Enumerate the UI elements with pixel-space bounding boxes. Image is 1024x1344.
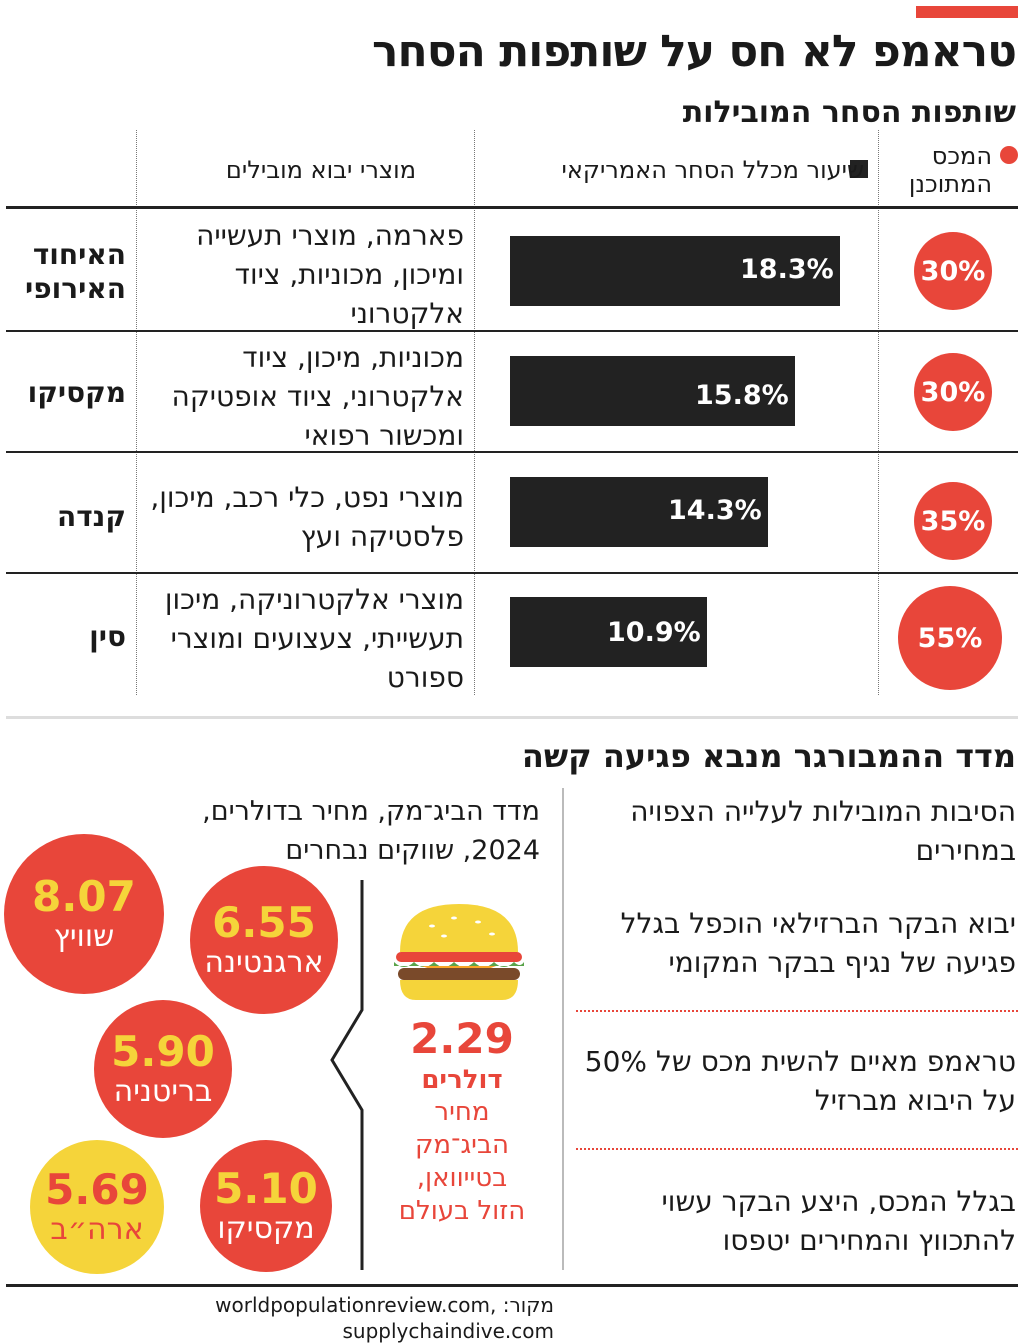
tariff-legend-dot [1000,146,1018,164]
footer-rule [6,1284,1018,1287]
bubble-value: 5.69 [45,1165,149,1214]
bubble-name: בריטניה [113,1074,213,1109]
bubble-name: ארה״ב [50,1212,144,1247]
bigmac-bubble: 5.90 בריטניה [94,1000,232,1138]
table-subtitle: שותפות הסחר המובילות [682,95,1016,130]
bubble-value: 5.90 [111,1027,215,1076]
share-bar [510,236,840,306]
country-label: קנדה [56,500,126,533]
bigmac-bubble: 8.07 שוויץ [4,834,164,994]
products-cell: מוצרי אלקטרוניקה, מיכון תעשייתי, צעצועים… [164,583,464,694]
bigmac-bubble: 5.10 מקסיקו [200,1140,332,1272]
reason-item: טראמפ מאיים להשית מכס של 50% על היבוא מב… [584,1045,1016,1117]
bubble-value: 6.55 [212,898,316,947]
section-divider [6,716,1018,719]
col-divider-3 [878,130,879,695]
taiwan-price: 2.29 [410,1014,514,1063]
row-separator [6,451,1018,453]
reason-separator [576,1010,1018,1012]
bracket-line [330,880,364,1270]
taiwan-description: מחיר הביג־מק בטייוואן, הזול בעולם [398,1097,526,1226]
tariff-circle: 35% [914,482,992,560]
bubble-name: ארגנטינה [204,945,324,980]
header-tariff: המכס המתוכנן [908,142,992,198]
share-value: 14.3% [668,495,762,526]
country-label: מקסיקו [27,376,126,409]
reason-item: בגלל המכס, היצע הבקר עשוי להתכווץ והמחיר… [661,1185,1016,1257]
products-cell: פארמה, מוצרי תעשייה ומיכון, מכוניות, ציו… [196,219,464,330]
header-products: מוצרי יבוא מובילים [225,156,416,184]
share-value: 15.8% [695,380,789,411]
reason-item: יבוא הבקר הברזילאי הוכפל בגלל פגיעה של נ… [620,907,1016,979]
bigmac-index-title: מדד הביג־מק, מחיר בדולרים, 2024, שווקים … [202,796,540,866]
products-cell: מוצרי נפט, כלי רכב, מיכון, פלסטיקה ועץ [150,481,464,553]
row-separator [6,572,1018,574]
burger-section-title: מדד ההמבורגר מנבא פגיעה קשה [521,737,1016,775]
col-divider-1 [136,130,137,695]
share-bar [510,356,795,426]
tariff-circle: 55% [898,586,1002,690]
row-separator [6,330,1018,332]
reasons-title: הסיבות המובילות לעלייה הצפויה במחירים [630,795,1016,867]
bubble-value: 5.10 [214,1164,318,1213]
products-cell: מכוניות, מיכון, ציוד אלקטרוני, ציוד אופט… [171,341,464,452]
bubble-value: 8.07 [32,872,136,921]
burger-icon [394,904,524,1000]
tariff-circle: 30% [914,353,992,431]
col-divider-2 [474,130,475,695]
header-share: שיעור מכלל הסחר האמריקאי [561,156,865,184]
section-column-divider [562,788,564,1270]
page-title: טראמפ לא חס על שותפות הסחר [372,26,1017,77]
share-value: 18.3% [740,254,834,285]
country-label: סין [89,620,126,653]
country-label: האיחוד האירופי [25,238,126,305]
reason-separator [576,1148,1018,1150]
share-bar [510,477,768,547]
bubble-name: שוויץ [53,919,115,954]
taiwan-unit: דולרים [421,1065,503,1095]
share-value: 10.9% [607,617,701,648]
bubble-name: מקסיקו [217,1211,315,1246]
share-legend-square [850,160,868,178]
bigmac-bubble: 5.69 ארה״ב [30,1140,164,1274]
share-bar [510,597,707,667]
source-note: מקור: worldpopulationreview.com, supplyc… [215,1293,554,1343]
table-top-rule [6,206,1018,209]
tariff-circle: 30% [914,232,992,310]
bigmac-bubble: 6.55 ארגנטינה [190,866,338,1014]
accent-bar [916,6,1018,18]
